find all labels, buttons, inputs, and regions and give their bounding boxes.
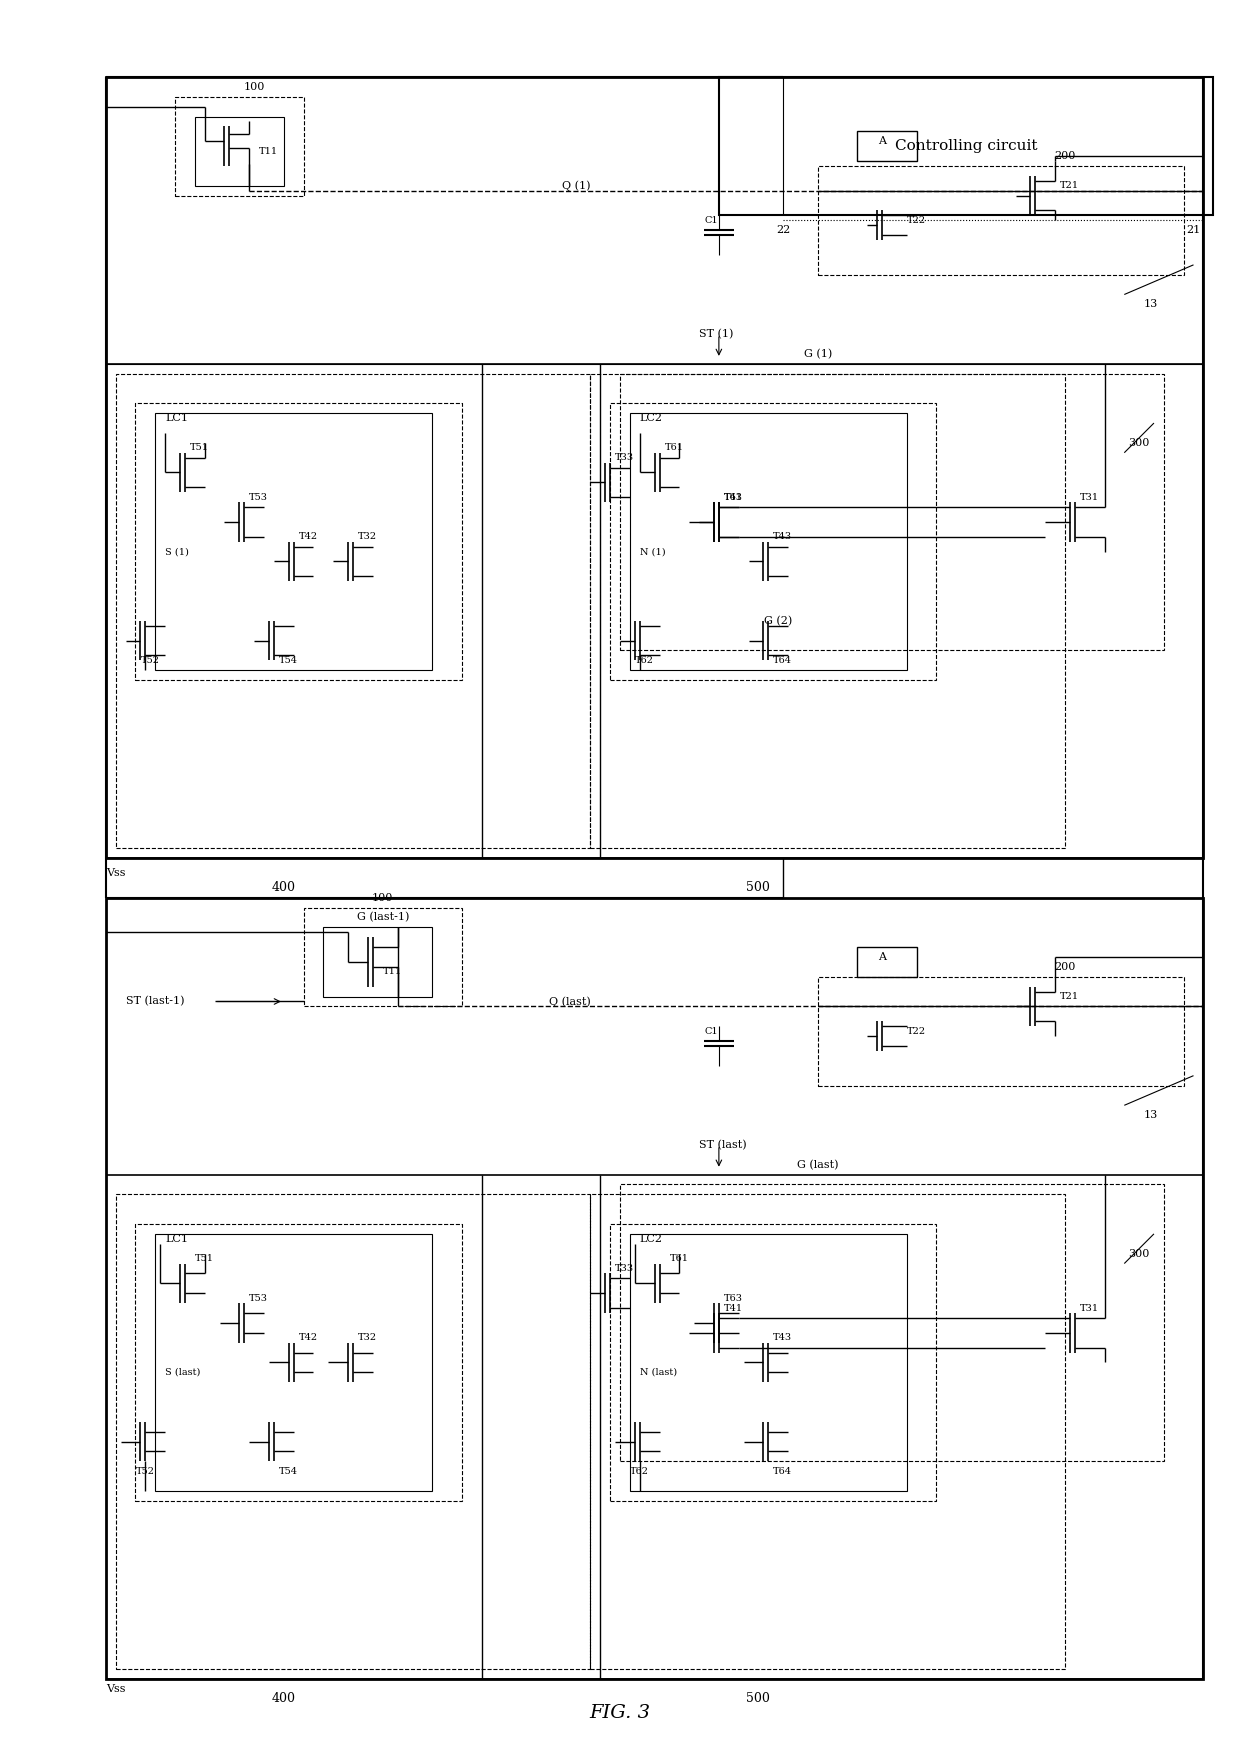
Text: T32: T32	[358, 532, 377, 541]
Bar	[135, 1224, 461, 1502]
Text: A: A	[878, 952, 887, 963]
Text: T64: T64	[774, 1467, 792, 1476]
Text: S (1): S (1)	[165, 547, 188, 556]
Text: Q (1): Q (1)	[562, 181, 590, 191]
Text: 400: 400	[272, 1693, 296, 1705]
Text: LC1: LC1	[165, 414, 188, 422]
Bar	[857, 947, 916, 977]
Text: T32: T32	[358, 1333, 377, 1342]
Text: T43: T43	[774, 532, 792, 541]
Text: N (last): N (last)	[640, 1368, 677, 1376]
Text: T41: T41	[724, 1304, 743, 1312]
Bar	[115, 374, 590, 848]
Text: G (2): G (2)	[764, 615, 792, 626]
Text: T33: T33	[615, 1264, 634, 1272]
Bar	[135, 403, 461, 680]
Text: Vss: Vss	[105, 867, 125, 878]
Bar	[195, 116, 284, 186]
Text: G (1): G (1)	[804, 349, 832, 360]
Text: T53: T53	[249, 492, 268, 502]
Text: T64: T64	[774, 655, 792, 666]
Text: 100: 100	[372, 893, 393, 902]
Bar	[817, 977, 1184, 1086]
Text: T51: T51	[195, 1255, 213, 1264]
Text: T61: T61	[665, 443, 683, 452]
Bar	[817, 165, 1184, 275]
Text: T42: T42	[299, 532, 317, 541]
Bar	[620, 1184, 1164, 1462]
Text: T41: T41	[724, 492, 743, 502]
Text: T52: T52	[135, 1467, 155, 1476]
Text: 400: 400	[272, 881, 296, 895]
Text: 500: 500	[746, 881, 770, 895]
Text: T42: T42	[299, 1333, 317, 1342]
Text: T31: T31	[1080, 492, 1099, 502]
Text: T61: T61	[670, 1255, 688, 1264]
Text: T63: T63	[724, 492, 743, 502]
Text: 22: 22	[776, 226, 790, 235]
Bar	[175, 97, 304, 196]
Bar	[105, 76, 1203, 859]
Text: C1: C1	[704, 216, 718, 224]
Text: Controlling circuit: Controlling circuit	[895, 139, 1038, 153]
Text: Q (last): Q (last)	[548, 996, 590, 1006]
Text: T62: T62	[635, 655, 653, 666]
Bar	[590, 1194, 1065, 1668]
Text: ST (last): ST (last)	[699, 1140, 746, 1151]
Text: 13: 13	[1145, 1111, 1158, 1121]
Text: T22: T22	[906, 216, 926, 224]
Text: T33: T33	[615, 454, 634, 462]
Bar	[620, 374, 1164, 650]
Bar	[304, 907, 461, 1006]
Text: 300: 300	[1127, 438, 1149, 448]
Text: G (last): G (last)	[797, 1159, 838, 1170]
Text: LC1: LC1	[165, 1234, 188, 1244]
Bar	[105, 363, 1203, 859]
Bar	[324, 928, 432, 996]
Text: FIG. 3: FIG. 3	[589, 1705, 651, 1722]
Text: ST (last-1): ST (last-1)	[126, 996, 185, 1006]
Text: 200: 200	[1054, 151, 1075, 162]
Text: 500: 500	[746, 1693, 770, 1705]
Bar	[590, 374, 1065, 848]
Text: T53: T53	[249, 1293, 268, 1304]
Text: ST (1): ST (1)	[699, 328, 734, 339]
Text: 13: 13	[1145, 299, 1158, 309]
Text: T43: T43	[774, 1333, 792, 1342]
Text: C1: C1	[704, 1027, 718, 1036]
Text: T11: T11	[259, 146, 278, 156]
Text: S (last): S (last)	[165, 1368, 201, 1376]
Text: T54: T54	[279, 655, 298, 666]
Text: T22: T22	[906, 1027, 926, 1036]
Text: 300: 300	[1127, 1248, 1149, 1258]
Text: LC2: LC2	[640, 414, 662, 422]
Bar	[719, 76, 1213, 216]
Text: T52: T52	[140, 655, 160, 666]
Bar	[105, 897, 1203, 1679]
Bar	[155, 1234, 432, 1491]
Text: 200: 200	[1054, 961, 1075, 972]
Text: T51: T51	[190, 443, 208, 452]
Bar	[155, 414, 432, 671]
Text: T62: T62	[630, 1467, 649, 1476]
Bar	[630, 414, 906, 671]
Text: T21: T21	[1060, 992, 1079, 1001]
Bar	[630, 1234, 906, 1491]
Text: T31: T31	[1080, 1304, 1099, 1312]
Text: A: A	[878, 136, 887, 146]
Bar	[610, 403, 936, 680]
Text: G (last-1): G (last-1)	[357, 912, 409, 923]
Text: 21: 21	[1187, 226, 1200, 235]
Bar	[857, 132, 916, 162]
Text: Vss: Vss	[105, 1684, 125, 1695]
Text: T54: T54	[279, 1467, 298, 1476]
Bar	[115, 1194, 590, 1668]
Text: N (1): N (1)	[640, 547, 666, 556]
Text: LC2: LC2	[640, 1234, 662, 1244]
Text: T63: T63	[724, 1293, 743, 1304]
Text: 100: 100	[243, 82, 265, 92]
Text: T11: T11	[383, 968, 402, 977]
Bar	[610, 1224, 936, 1502]
Text: T21: T21	[1060, 181, 1079, 189]
